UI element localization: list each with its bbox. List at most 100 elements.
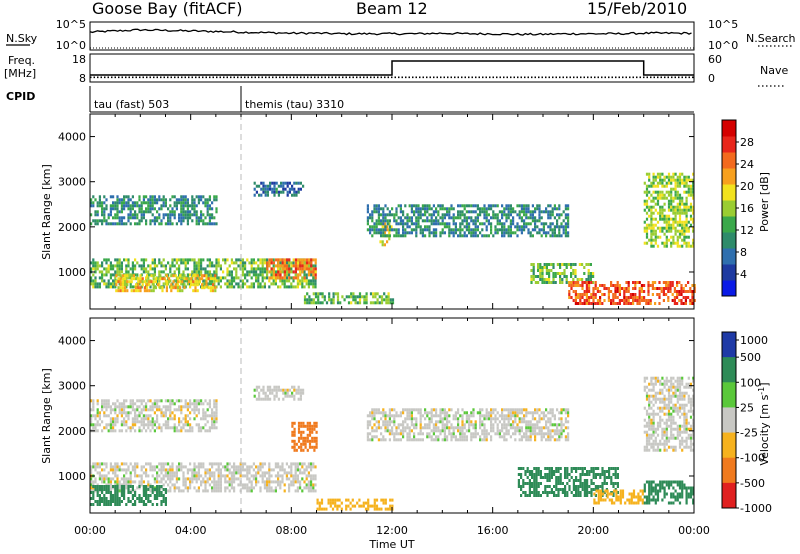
heatmap-cell (428, 417, 431, 421)
heatmap-cell (98, 497, 101, 500)
heatmap-cell (137, 283, 140, 287)
heatmap-cell (670, 217, 673, 221)
heatmap-cell (547, 432, 550, 436)
heatmap-cell (636, 299, 639, 302)
heatmap-cell (157, 283, 160, 287)
heatmap-cell (547, 210, 550, 214)
heatmap-cell (634, 296, 637, 299)
heatmap-cell (643, 220, 646, 224)
heatmap-cell (252, 474, 255, 478)
heatmap-cell (153, 261, 156, 265)
heatmap-cell (681, 232, 684, 236)
heatmap-cell (375, 411, 378, 415)
heatmap-cell (372, 295, 375, 299)
heatmap-cell (665, 244, 668, 248)
heatmap-cell (156, 474, 159, 478)
heatmap-cell (463, 207, 466, 211)
heatmap-cell (175, 465, 178, 469)
heatmap-cell (178, 465, 181, 469)
heatmap-cell (588, 296, 591, 299)
heatmap-cell (549, 228, 552, 232)
heatmap-cell (112, 417, 115, 421)
heatmap-cell (574, 293, 577, 296)
heatmap-cell (120, 420, 123, 424)
heatmap-cell (397, 204, 400, 208)
heatmap-cell (518, 228, 521, 232)
heatmap-cell (465, 234, 468, 238)
heatmap-cell (652, 181, 655, 185)
heatmap-cell (551, 231, 554, 235)
heatmap-cell (652, 190, 655, 194)
heatmap-cell (135, 277, 138, 281)
heatmap-cell (523, 225, 526, 229)
heatmap-cell (307, 486, 310, 490)
heatmap-cell (369, 423, 372, 427)
heatmap-cell (92, 483, 95, 487)
heatmap-cell (565, 278, 568, 281)
heatmap-cell (548, 272, 551, 275)
heatmap-cell (255, 388, 258, 392)
heatmap-cell (667, 175, 671, 179)
heatmap-cell (296, 261, 299, 265)
heatmap-cell (140, 477, 143, 481)
heatmap-cell (312, 301, 315, 305)
heatmap-cell (692, 208, 695, 212)
heatmap-cell (308, 424, 312, 428)
heatmap-cell (465, 414, 468, 418)
heatmap-cell (380, 301, 384, 305)
heatmap-cell (384, 507, 387, 511)
heatmap-cell (435, 414, 438, 418)
heatmap-cell (139, 274, 142, 278)
heatmap-cell (268, 258, 271, 262)
heatmap-cell (204, 270, 207, 274)
heatmap-cell (145, 207, 148, 211)
heatmap-cell (529, 438, 532, 442)
heatmap-cell (176, 286, 179, 290)
heatmap-cell (123, 195, 126, 199)
heatmap-cell (291, 445, 294, 449)
heatmap-cell (315, 439, 318, 443)
heatmap-cell (570, 266, 573, 269)
heatmap-cell (297, 388, 300, 392)
heatmap-cell (107, 402, 110, 406)
heatmap-cell (107, 270, 110, 274)
heatmap-cell (281, 477, 284, 481)
heatmap-cell (178, 198, 181, 202)
heatmap-cell (683, 211, 686, 215)
heatmap-cell (417, 210, 420, 214)
heatmap-cell (562, 219, 565, 223)
heatmap-cell (490, 216, 493, 220)
heatmap-cell (179, 286, 182, 290)
heatmap-cell (430, 219, 433, 223)
heatmap-cell (692, 193, 695, 197)
heatmap-cell (581, 284, 584, 287)
heatmap-cell (366, 204, 369, 208)
heatmap-cell (142, 488, 145, 491)
heatmap-cell (472, 231, 475, 235)
heatmap-cell (291, 184, 294, 188)
heatmap-cell (175, 267, 178, 271)
heatmap-cell (616, 302, 619, 305)
heatmap-cell (208, 483, 211, 487)
heatmap-cell (539, 269, 542, 272)
heatmap-cell (667, 299, 670, 302)
heatmap-cell (149, 285, 152, 289)
heatmap-cell (303, 279, 306, 283)
noise-frame (89, 21, 695, 51)
heatmap-cell (140, 285, 143, 289)
heatmap-cell (302, 391, 305, 395)
heatmap-cell (678, 193, 682, 197)
heatmap-cell (112, 207, 115, 211)
heatmap-cell (670, 187, 673, 191)
heatmap-cell (674, 241, 677, 245)
heatmap-cell (692, 205, 695, 209)
heatmap-cell (656, 244, 660, 248)
heatmap-cell (261, 465, 264, 469)
heatmap-cell (246, 483, 249, 487)
heatmap-cell (136, 405, 139, 409)
heatmap-cell (625, 302, 628, 305)
heatmap-cell (258, 391, 261, 395)
heatmap-cell (136, 261, 139, 265)
heatmap-cell (618, 284, 621, 287)
heatmap-cell (191, 270, 194, 274)
